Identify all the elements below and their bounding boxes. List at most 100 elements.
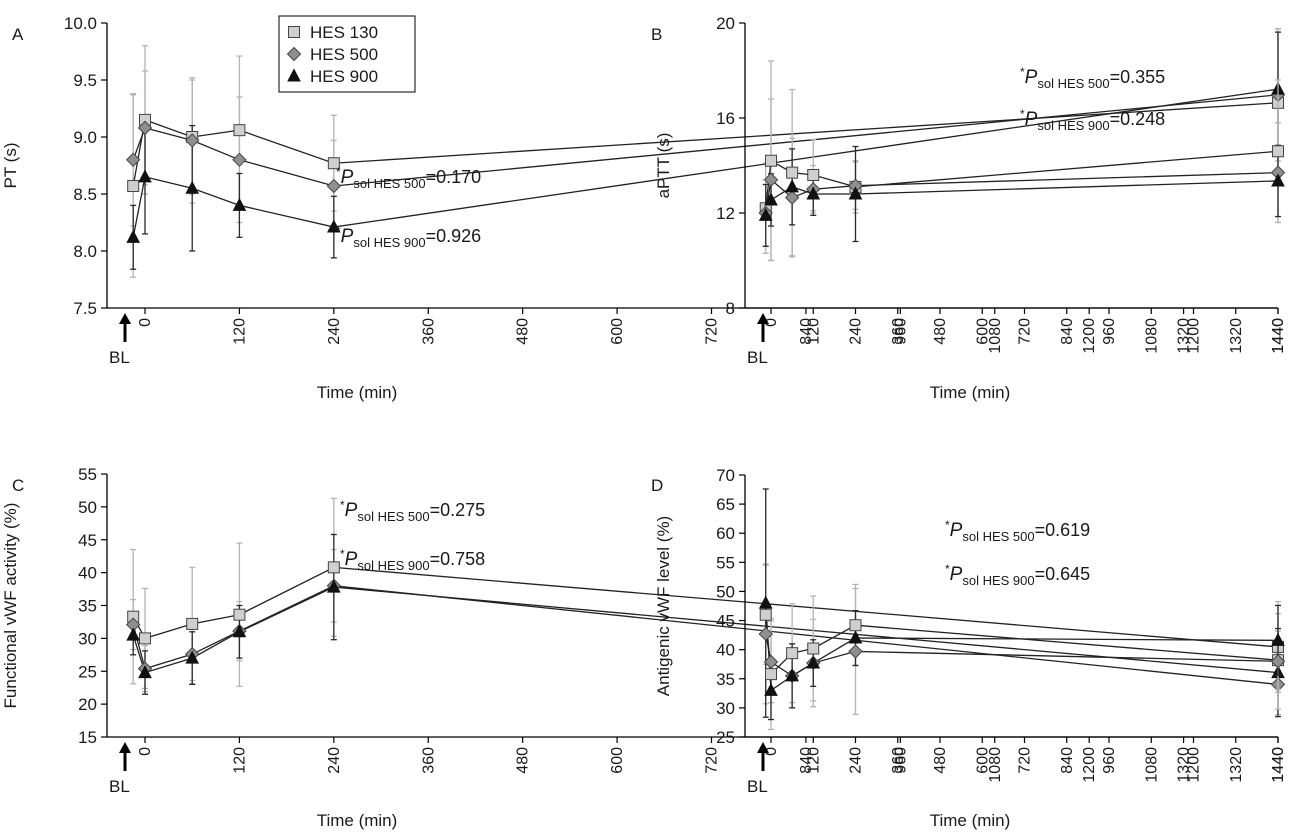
legend-box — [278, 15, 416, 93]
data-point — [233, 124, 246, 137]
data-point — [848, 186, 863, 200]
data-point — [125, 152, 141, 168]
x-tick-label: 1080 — [1143, 318, 1160, 354]
x-tick-label: 1320 — [1228, 318, 1245, 354]
x-tick-label: 840 — [798, 318, 815, 345]
x-tick-label: 240 — [848, 318, 865, 345]
y-tick-label: 70 — [716, 466, 735, 485]
x-tick-label: 600 — [609, 747, 626, 774]
x-tick-label: 480 — [932, 747, 949, 774]
x-tick-label: 0 — [137, 747, 154, 756]
data-point — [764, 682, 778, 696]
data-point — [233, 608, 246, 621]
legend: HES 130 HES 500 HES 900 — [278, 15, 416, 93]
panel-label: B — [651, 25, 662, 44]
x-tick-label: 240 — [326, 318, 343, 345]
data-point — [185, 180, 200, 194]
x-tick-label: 1080 — [987, 747, 1004, 783]
x-tick-label: 1440 — [1270, 318, 1287, 354]
x-tick-label: 0 — [137, 318, 154, 327]
p-value-annotation: *Psol HES 500=0.275 — [340, 498, 485, 524]
y-tick-label: 30 — [78, 629, 97, 648]
series-line — [132, 94, 1279, 187]
p-value-annotation: *Psol HES 900=0.926 — [336, 224, 481, 250]
y-tick-label: 20 — [716, 14, 735, 33]
x-tick-label: 720 — [704, 747, 721, 774]
y-axis-label: PT (s) — [1, 143, 20, 189]
x-tick-label: 240 — [848, 747, 865, 774]
y-tick-label: 35 — [716, 670, 735, 689]
y-tick-label: 35 — [78, 597, 97, 616]
series-line — [765, 150, 1279, 209]
x-tick-label: 480 — [932, 318, 949, 345]
y-tick-label: 65 — [716, 495, 735, 514]
legend-label: HES 500 — [310, 45, 378, 64]
data-point — [785, 179, 799, 193]
panel-label: C — [12, 476, 24, 495]
x-tick-label: 120 — [805, 747, 822, 774]
y-tick-label: 9.0 — [73, 128, 97, 147]
data-point — [138, 664, 152, 679]
panel-d: D 25 30 35 40 45 50 55 60 65 70 0 120 240 360 480 600 720… — [651, 466, 1287, 830]
p-value-annotation: *Psol HES 900=0.248 — [1020, 107, 1165, 133]
y-axis-label: aPTT (s) — [654, 133, 673, 199]
x-tick-label: 120 — [231, 747, 248, 774]
x-tick-label: 360 — [420, 747, 437, 774]
baseline-arrow-head-icon — [119, 313, 131, 324]
data-point — [807, 642, 820, 655]
p-value-annotation: *Psol HES 900=0.758 — [340, 547, 485, 573]
y-tick-label: 20 — [78, 695, 97, 714]
panel-label: A — [12, 25, 24, 44]
data-point — [758, 207, 773, 221]
x-tick-label: 0 — [763, 318, 780, 327]
data-point — [848, 630, 863, 644]
y-tick-label: 50 — [716, 582, 735, 601]
y-tick-label: 60 — [716, 524, 735, 543]
y-tick-label: 16 — [716, 109, 735, 128]
x-tick-label: 960 — [1101, 318, 1118, 345]
x-tick-label: 1440 — [1270, 747, 1287, 783]
y-tick-label: 7.5 — [73, 299, 97, 318]
y-tick-label: 45 — [78, 531, 97, 550]
data-point — [1271, 632, 1285, 646]
x-axis-label: Time (min) — [317, 383, 398, 402]
data-point — [232, 197, 247, 211]
data-point — [758, 626, 773, 642]
data-point — [807, 169, 820, 181]
y-tick-label: 8 — [726, 299, 735, 318]
series-line — [765, 171, 1279, 214]
panel-b: B 8 12 16 20 0 120 240 360 480 600 720 840 960 1080 120… — [651, 14, 1287, 402]
data-point — [1270, 654, 1286, 669]
x-tick-label: 360 — [420, 318, 437, 345]
baseline-label: BL — [109, 777, 130, 796]
x-tick-label: 1320 — [1176, 318, 1193, 354]
data-point — [806, 186, 821, 200]
legend-marker — [287, 68, 301, 82]
data-point — [126, 229, 141, 243]
data-point — [327, 157, 340, 170]
y-tick-label: 45 — [716, 612, 735, 631]
x-tick-label: 1080 — [1143, 747, 1160, 783]
data-point — [126, 627, 141, 641]
baseline-label: BL — [109, 348, 130, 367]
x-tick-label: 120 — [231, 318, 248, 345]
legend-marker — [288, 26, 300, 38]
legend-label: HES 130 — [310, 23, 378, 42]
series-line — [132, 102, 1279, 187]
series-line — [765, 180, 1279, 216]
data-point — [138, 169, 152, 183]
x-tick-label: 600 — [609, 318, 626, 345]
panel-label: D — [651, 476, 663, 495]
data-point — [806, 655, 821, 669]
data-point — [786, 166, 799, 179]
data-point — [764, 192, 778, 206]
x-tick-label: 1320 — [1176, 747, 1193, 783]
y-tick-label: 40 — [716, 641, 735, 660]
panel-a: A7.58.08.59.09.510.00 120 240 360 480 600 720 8… — [1, 14, 1287, 402]
data-point — [765, 154, 777, 167]
x-axis-label: Time (min) — [930, 811, 1011, 830]
baseline-arrow-head-icon — [757, 313, 769, 324]
x-tick-label: 120 — [805, 318, 822, 345]
x-tick-label: 1440 — [1270, 747, 1287, 783]
